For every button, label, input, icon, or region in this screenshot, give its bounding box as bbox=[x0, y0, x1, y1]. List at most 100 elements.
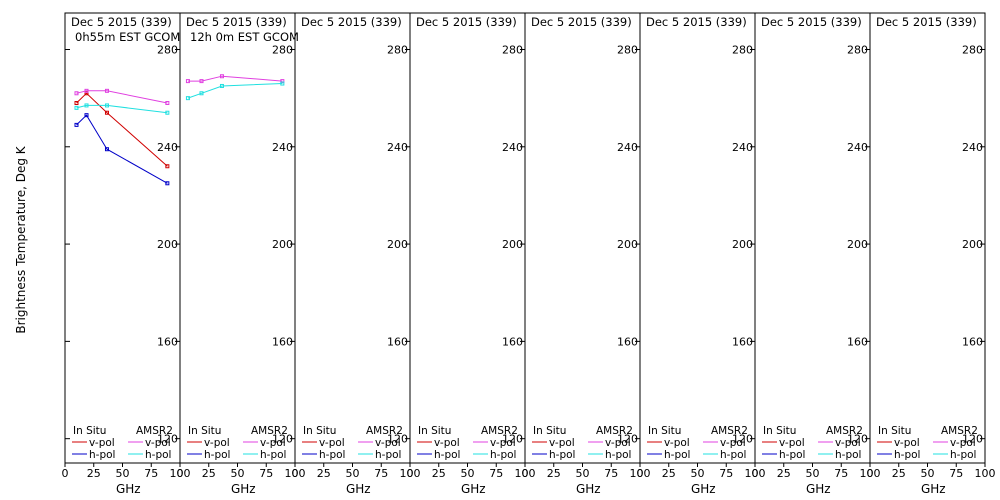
legend-label-insitu-v: v-pol bbox=[434, 437, 460, 449]
legend-label-insitu-v: v-pol bbox=[664, 437, 690, 449]
legend-label-amsr2-v: v-pol bbox=[145, 437, 171, 449]
y-tick-label: 120 bbox=[387, 433, 408, 446]
y-tick-label: 240 bbox=[847, 141, 868, 154]
legend-label-amsr2-h: h-pol bbox=[260, 449, 286, 461]
x-axis-title: GHz bbox=[921, 482, 946, 496]
x-tick-label: 75 bbox=[834, 467, 848, 480]
series-point-amsr2-v bbox=[74, 91, 79, 96]
panel-title: Dec 5 2015 (339) bbox=[186, 15, 287, 29]
x-tick-label-last: 100 bbox=[400, 467, 421, 480]
panel-title: Dec 5 2015 (339) bbox=[301, 15, 402, 29]
x-tick-label: 75 bbox=[949, 467, 963, 480]
panel-1: Dec 5 2015 (339)0h55m EST GCOM 120 160 200 2… bbox=[62, 12, 191, 496]
series-point-insitu-v bbox=[104, 110, 109, 115]
x-tick-label: 50 bbox=[921, 467, 935, 480]
legend-title-insitu: In Situ bbox=[648, 425, 681, 437]
x-tick-label: 0 bbox=[292, 467, 299, 480]
series-point-amsr2-v bbox=[165, 101, 170, 105]
y-tick-label: 200 bbox=[272, 238, 293, 251]
series-line-amsr2-v bbox=[187, 75, 283, 82]
series-point-amsr2-h bbox=[185, 96, 190, 101]
legend-title-insitu: In Situ bbox=[188, 425, 221, 437]
y-tick-label: 280 bbox=[847, 43, 868, 56]
legend-label-insitu-v: v-pol bbox=[549, 437, 575, 449]
y-tick-label: 120 bbox=[847, 433, 868, 446]
y-tick-label: 280 bbox=[732, 43, 753, 56]
series-line-amsr2-v bbox=[76, 90, 168, 104]
series-point-amsr2-v bbox=[219, 74, 224, 79]
legend-label-insitu-h: h-pol bbox=[894, 449, 920, 461]
legend-label-insitu-v: v-pol bbox=[204, 437, 230, 449]
x-tick-label: 75 bbox=[604, 467, 618, 480]
y-tick-label: 160 bbox=[272, 335, 293, 348]
x-tick-label: 0 bbox=[177, 467, 184, 480]
legend-label-insitu-v: v-pol bbox=[894, 437, 920, 449]
legend-title-insitu: In Situ bbox=[878, 425, 911, 437]
legend-label-insitu-h: h-pol bbox=[434, 449, 460, 461]
y-tick-label: 120 bbox=[617, 433, 638, 446]
y-tick-label: 280 bbox=[502, 43, 523, 56]
panel-subtitle: 12h 0m EST GCOM bbox=[190, 30, 299, 44]
y-tick-label: 120 bbox=[157, 433, 178, 446]
x-tick-label: 25 bbox=[547, 467, 561, 480]
y-tick-label: 120 bbox=[272, 433, 293, 446]
series-line-amsr2-h bbox=[187, 83, 283, 99]
legend-title-insitu: In Situ bbox=[418, 425, 451, 437]
x-tick-label: 0 bbox=[637, 467, 644, 480]
y-tick-label: 160 bbox=[617, 335, 638, 348]
series-line-insitu-v bbox=[76, 92, 168, 167]
series-point-amsr2-h bbox=[165, 110, 170, 115]
legend-label-amsr2-h: h-pol bbox=[835, 449, 861, 461]
series-point-insitu-h bbox=[104, 147, 109, 152]
x-tick-label: 25 bbox=[317, 467, 331, 480]
y-tick-label: 240 bbox=[962, 141, 983, 154]
legend-label-amsr2-v: v-pol bbox=[375, 437, 401, 449]
panel-7: Dec 5 2015 (339) 120 160 200 240 280 0 25 50 75 10… bbox=[752, 12, 881, 496]
legend-label-insitu-h: h-pol bbox=[204, 449, 230, 461]
y-tick-label: 240 bbox=[387, 141, 408, 154]
legend-title-insitu: In Situ bbox=[73, 425, 106, 437]
panel-title: Dec 5 2015 (339) bbox=[71, 15, 172, 29]
y-tick-label: 280 bbox=[272, 43, 293, 56]
y-tick-label: 200 bbox=[732, 238, 753, 251]
legend-title-amsr2: AMSR2 bbox=[366, 425, 403, 437]
legend-label-amsr2-h: h-pol bbox=[375, 449, 401, 461]
series-point-amsr2-h bbox=[199, 91, 204, 96]
x-tick-label-last: 100 bbox=[170, 467, 191, 480]
y-tick-label: 240 bbox=[732, 141, 753, 154]
series-point-insitu-h bbox=[165, 181, 170, 186]
panel-title: Dec 5 2015 (339) bbox=[646, 15, 747, 29]
series-point-amsr2-v bbox=[199, 79, 204, 84]
legend-label-amsr2-h: h-pol bbox=[490, 449, 516, 461]
y-tick-label: 240 bbox=[157, 141, 178, 154]
panel-3: Dec 5 2015 (339) 120 160 200 240 280 0 25 50 75 10… bbox=[292, 12, 421, 496]
x-tick-label: 25 bbox=[892, 467, 906, 480]
legend-label-amsr2-h: h-pol bbox=[145, 449, 171, 461]
legend-label-insitu-h: h-pol bbox=[549, 449, 575, 461]
series-point-insitu-h bbox=[74, 122, 79, 127]
series-point-insitu-v bbox=[74, 101, 79, 105]
y-tick-label: 240 bbox=[617, 141, 638, 154]
x-tick-label-last: 100 bbox=[515, 467, 536, 480]
series-point-amsr2-h bbox=[104, 103, 109, 108]
x-axis-title: GHz bbox=[116, 482, 141, 496]
panel-4: Dec 5 2015 (339) 120 160 200 240 280 0 25 50 75 10… bbox=[407, 12, 536, 496]
legend-title-insitu: In Situ bbox=[533, 425, 566, 437]
x-axis-title: GHz bbox=[346, 482, 371, 496]
y-tick-label: 200 bbox=[502, 238, 523, 251]
panel-2: Dec 5 2015 (339)12h 0m EST GCOM 120 160 200… bbox=[177, 12, 306, 496]
series-point-amsr2-v bbox=[84, 88, 89, 93]
legend-label-amsr2-h: h-pol bbox=[720, 449, 746, 461]
x-tick-label: 0 bbox=[867, 467, 874, 480]
series-point-amsr2-h bbox=[280, 81, 285, 86]
legend-label-insitu-v: v-pol bbox=[89, 437, 115, 449]
panel-5: Dec 5 2015 (339) 120 160 200 240 280 0 25 50 75 10… bbox=[522, 12, 651, 496]
series-line-insitu-h bbox=[76, 114, 168, 184]
legend-title-amsr2: AMSR2 bbox=[596, 425, 633, 437]
legend-label-amsr2-v: v-pol bbox=[950, 437, 976, 449]
legend-title-amsr2: AMSR2 bbox=[826, 425, 863, 437]
y-tick-label: 160 bbox=[157, 335, 178, 348]
legend-title-amsr2: AMSR2 bbox=[136, 425, 173, 437]
